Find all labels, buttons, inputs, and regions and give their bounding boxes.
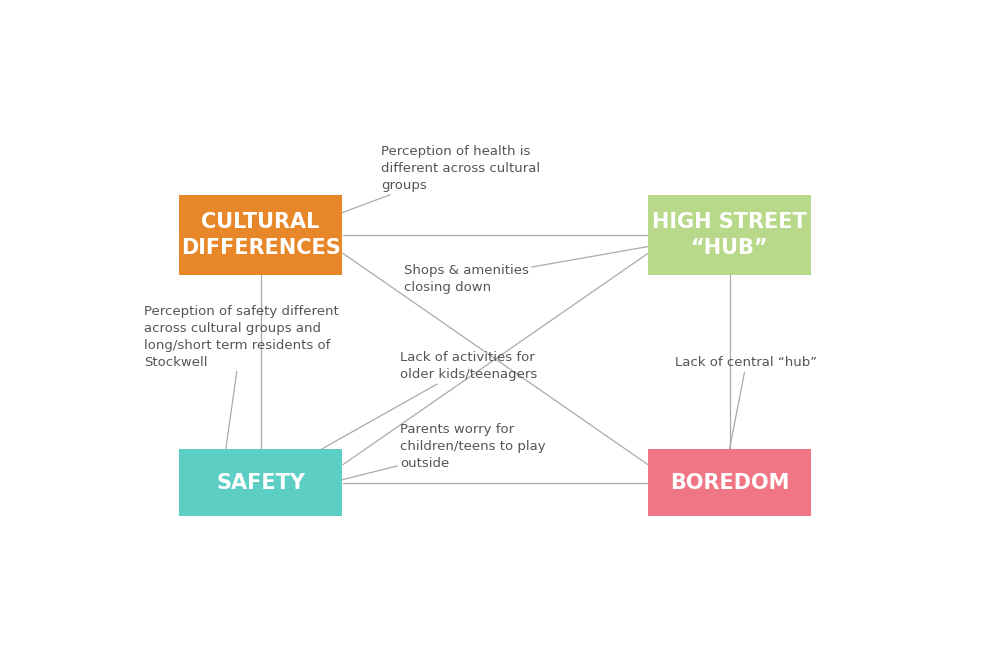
Text: Lack of central “hub”: Lack of central “hub”: [675, 356, 817, 450]
Text: Lack of activities for
older kids/teenagers: Lack of activities for older kids/teenag…: [315, 351, 537, 453]
Text: Perception of safety different
across cultural groups and
long/short term reside: Perception of safety different across cu…: [144, 305, 339, 450]
Text: SAFETY: SAFETY: [216, 473, 305, 493]
FancyBboxPatch shape: [179, 450, 342, 517]
FancyBboxPatch shape: [648, 450, 811, 517]
FancyBboxPatch shape: [648, 195, 811, 275]
Text: Parents worry for
children/teens to play
outside: Parents worry for children/teens to play…: [334, 423, 546, 482]
Text: Shops & amenities
closing down: Shops & amenities closing down: [404, 247, 648, 293]
Text: Perception of health is
different across cultural
groups: Perception of health is different across…: [330, 145, 540, 217]
Text: CULTURAL
DIFFERENCES: CULTURAL DIFFERENCES: [181, 212, 340, 258]
Text: BOREDOM: BOREDOM: [670, 473, 789, 493]
Text: HIGH STREET
“HUB”: HIGH STREET “HUB”: [652, 212, 807, 258]
FancyBboxPatch shape: [179, 195, 342, 275]
